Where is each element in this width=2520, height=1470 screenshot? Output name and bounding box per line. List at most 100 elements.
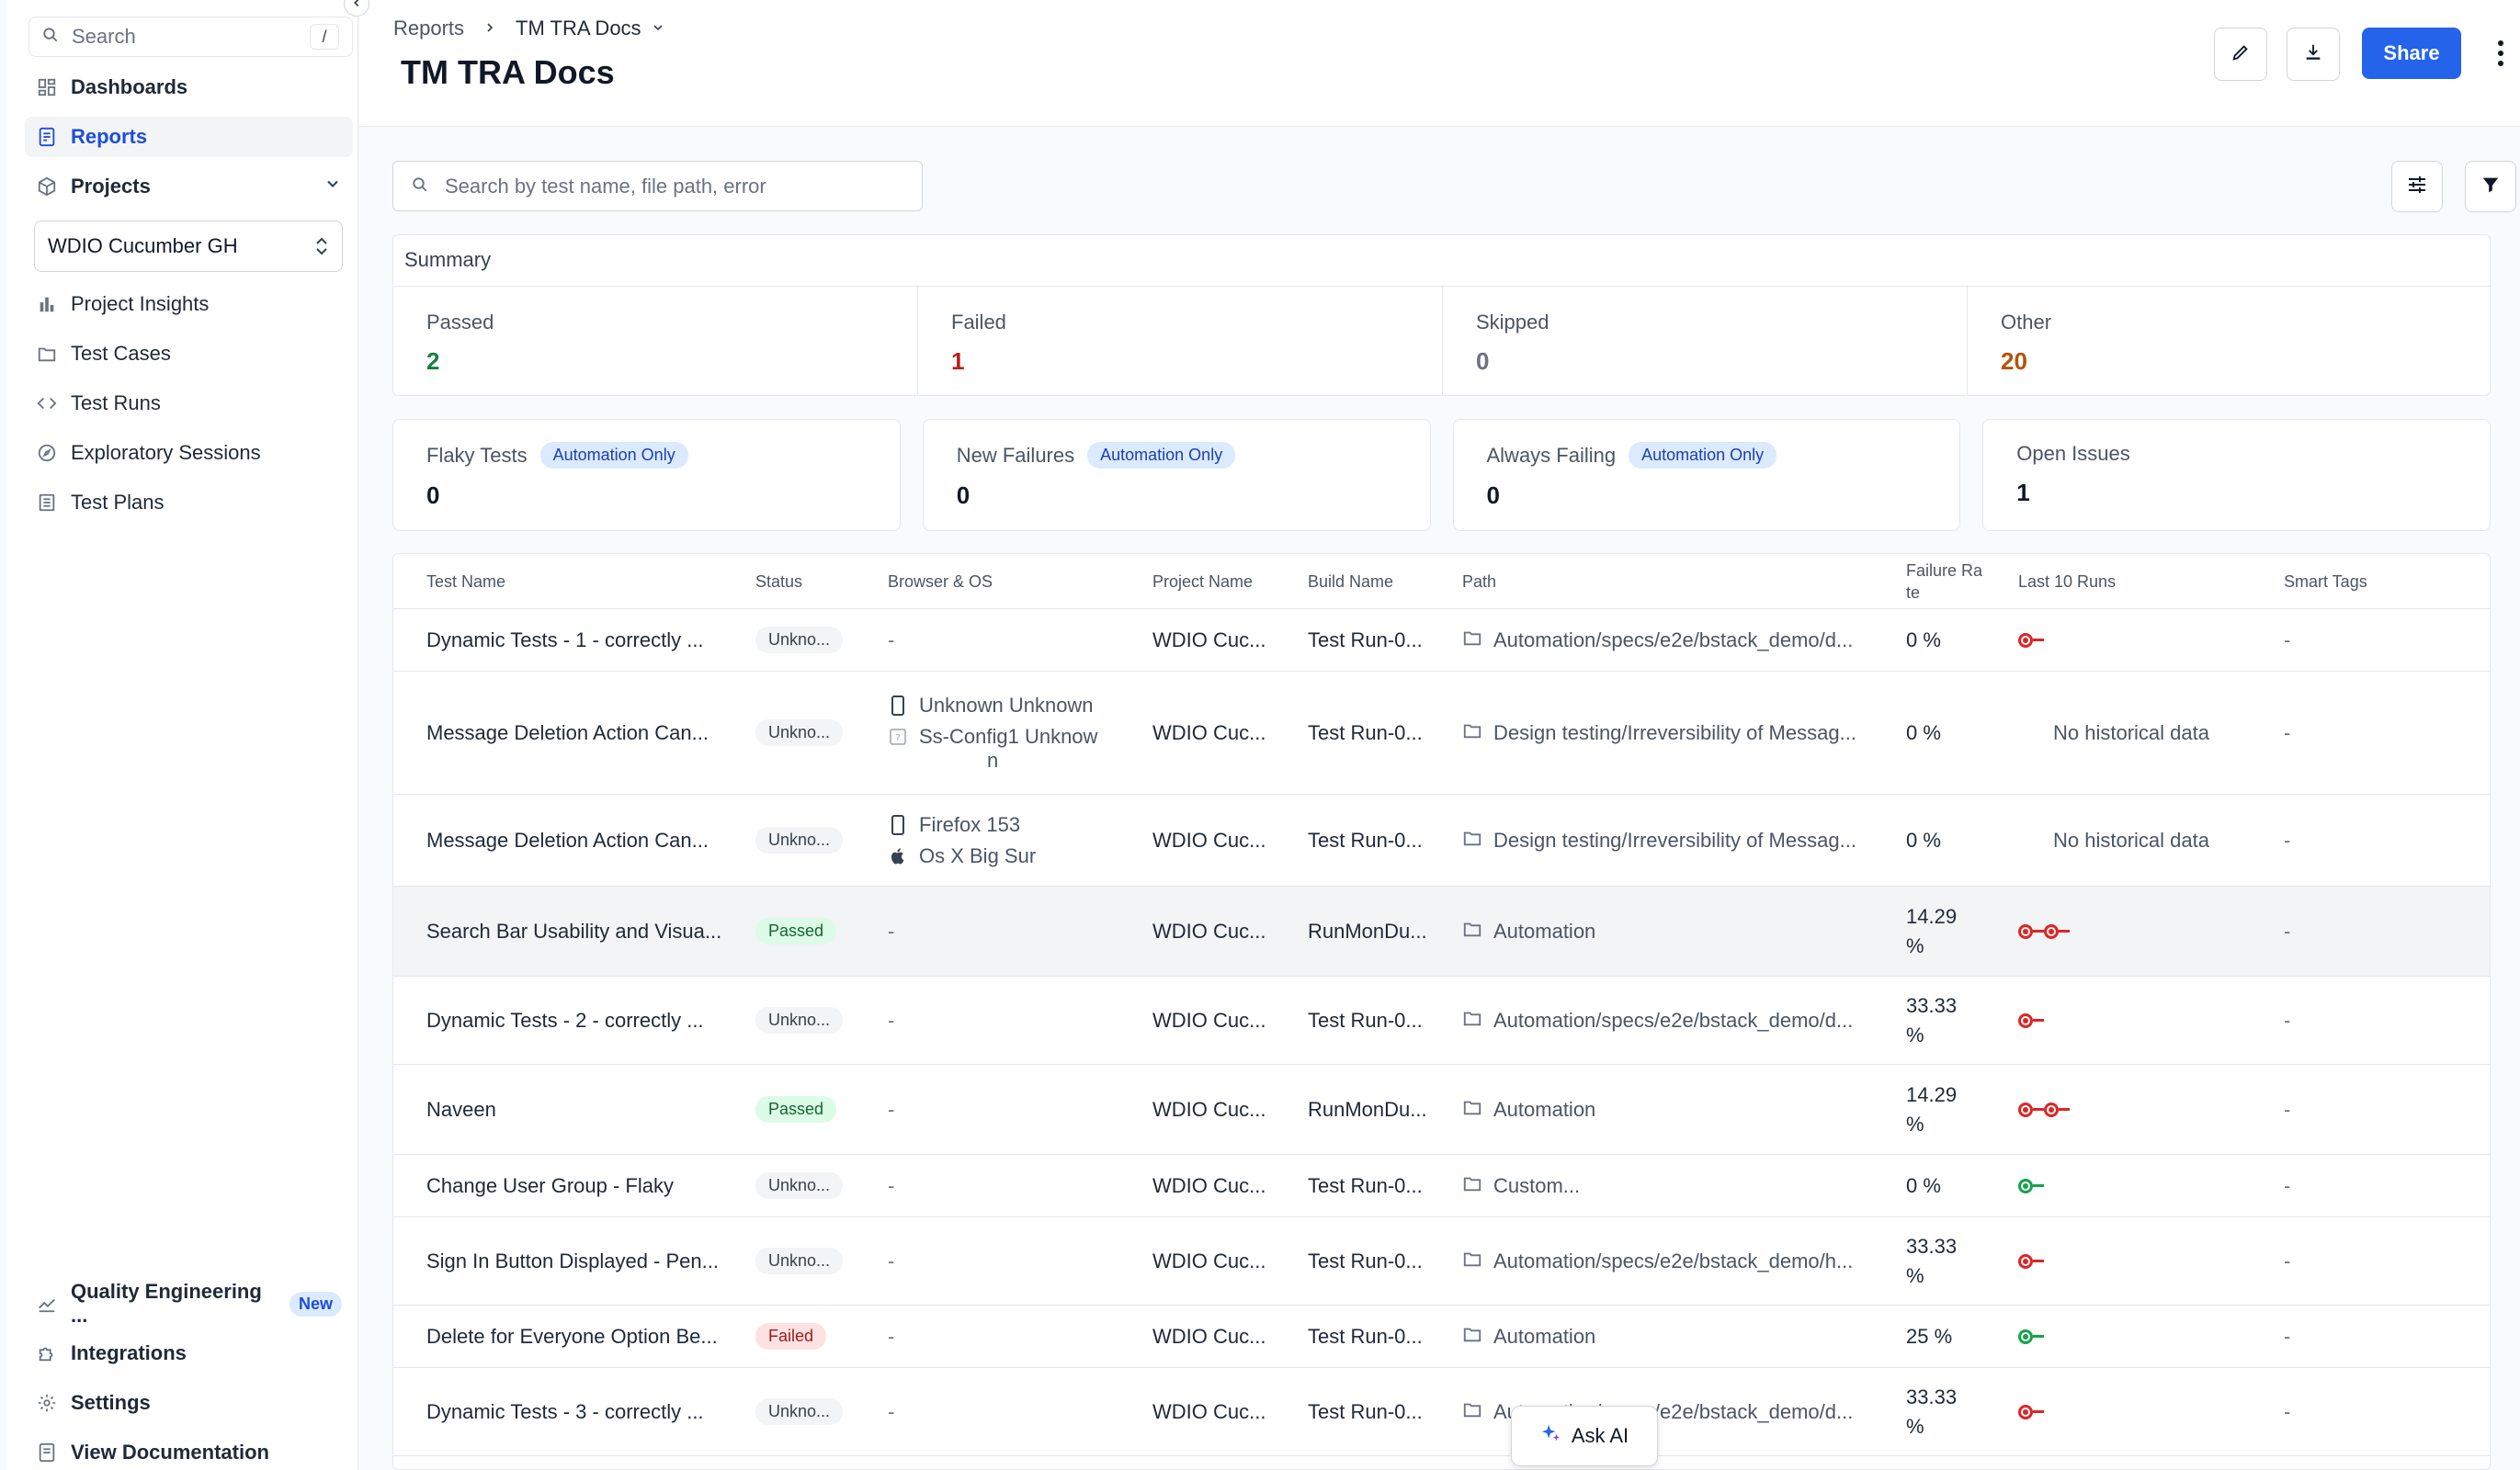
cell-test-name[interactable]: Dynamic Tests - 2 - correctly ... [426,977,739,1064]
edit-button[interactable] [2214,28,2267,81]
env-browser-text: Firefox 153 [919,812,1021,836]
sidebar-item-projects[interactable]: Projects [25,166,353,207]
sidebar-item-integrations[interactable]: Integrations [25,1333,353,1374]
metric-always-failing[interactable]: Always Failing Automation Only 0 [1452,419,1961,531]
clipboard-list-icon [36,492,58,514]
cell-build-name[interactable]: Test Run-0... [1308,672,1455,794]
summary-failed[interactable]: Failed 1 [918,287,1443,396]
run-dot-passed[interactable] [2018,1329,2033,1344]
column-header-smart-tags[interactable]: Smart Tags [2284,572,2367,591]
sidebar-item-settings[interactable]: Settings [25,1383,353,1423]
column-header-failure-rate[interactable]: Failure Ra te [1906,554,1982,609]
metric-flaky-tests[interactable]: Flaky Tests Automation Only 0 [392,419,901,531]
sidebar-item-label: View Documentation [71,1441,269,1464]
cell-test-name[interactable]: Dynamic Tests - 3 - correctly ... [426,1368,739,1455]
sidebar-item-label: Project Insights [71,292,210,315]
sidebar-item-view-documentation[interactable]: View Documentation [25,1432,353,1470]
table-row[interactable]: Sign In Button Displayed - Pen... Unkno..… [393,1217,2490,1306]
cell-test-name[interactable]: Dynamic Tests - 1 - correctly ... [426,609,739,671]
summary-other[interactable]: Other 20 [1968,287,2492,396]
sidebar-item-test-cases[interactable]: Test Cases [25,334,353,374]
cell-status: Passed [755,1065,875,1154]
share-button[interactable]: Share [2362,28,2461,79]
column-settings-button[interactable] [2391,161,2443,212]
sidebar-item-reports[interactable]: Reports [25,117,353,157]
table-row[interactable]: Dynamic Tests - 2 - correctly ... Unkno..… [393,977,2490,1065]
run-dot-failed[interactable] [2018,1102,2033,1117]
apple-icon [888,846,908,866]
cell-build-name[interactable]: Test Run-0... [1308,795,1455,886]
metric-value: 0 [956,481,971,509]
cell-browser-os: - [888,1368,1145,1455]
run-dot-failed[interactable] [2018,632,2033,648]
cell-test-name[interactable]: Sign In Button Displayed - Pen... [426,1217,739,1305]
table-row[interactable]: Change User Group - Flaky Unkno... - WDIO C… [393,1155,2490,1217]
breadcrumb-current-dropdown[interactable]: TM TRA Docs [516,17,665,40]
metric-new-failures[interactable]: New Failures Automation Only 0 [922,419,1431,531]
run-dot-failed[interactable] [2018,1404,2033,1419]
metric-open-issues[interactable]: Open Issues 1 [1982,419,2491,531]
cell-test-name[interactable]: Naveen [426,1065,739,1154]
sidebar-item-project-insights[interactable]: Project Insights [25,284,353,324]
cell-build-name[interactable]: RunMonDu... [1308,1065,1455,1154]
column-header-test-name[interactable]: Test Name [426,572,506,591]
project-selector[interactable]: WDIO Cucumber GH [34,220,343,272]
build-name-text: RunMonDu... [1308,1097,1427,1121]
run-dot-failed[interactable] [2018,1012,2033,1028]
column-header-last-runs[interactable]: Last 10 Runs [2018,572,2117,591]
cell-test-name[interactable]: Search Bar Usability and Visua... [426,887,739,976]
run-dot-failed[interactable] [2018,1253,2033,1269]
cell-test-name[interactable]: Message Deletion Action Can... [426,795,739,886]
cell-build-name[interactable]: Test Run-0... [1308,1306,1455,1367]
sidebar-item-test-plans[interactable]: Test Plans [25,482,353,523]
cell-build-name[interactable]: Test Run-0... [1308,1368,1455,1455]
cell-smart-tags: - [2284,887,2394,976]
sidebar-search[interactable]: Search / [28,17,353,57]
cell-build-name[interactable]: Test Run-0... [1308,1155,1455,1216]
cell-build-name[interactable]: Test Run-0... [1308,609,1455,671]
table-row[interactable]: Message Deletion Action Can... Unkno... Un… [393,672,2490,795]
search-icon [42,25,59,49]
column-header-path[interactable]: Path [1462,572,1497,591]
cell-project-name: WDIO Cuc... [1152,609,1300,671]
summary-value: 20 [2001,347,2027,375]
summary-skipped[interactable]: Skipped 0 [1443,287,1968,396]
test-search-input[interactable]: Search by test name, file path, error [392,161,923,211]
column-header-build-name[interactable]: Build Name [1308,572,1394,591]
more-options-icon[interactable] [2488,33,2514,74]
run-dot-passed[interactable] [2018,1178,2033,1193]
column-header-failure-rate-line1: Failure Ra [1906,561,1983,580]
column-header-status[interactable]: Status [755,572,803,591]
sidebar-item-exploratory-sessions[interactable]: Exploratory Sessions [25,433,353,473]
cell-build-name[interactable]: RunMonDu... [1308,887,1455,976]
column-header-browser-os[interactable]: Browser & OS [888,572,993,591]
table-row[interactable]: Dynamic Tests - 3 - correctly ... Unkno..… [393,1368,2490,1456]
sidebar-item-quality-engineering[interactable]: Quality Engineering ... New [25,1280,353,1327]
env-line: Firefox 153 [888,812,1020,838]
sidebar-item-test-runs[interactable]: Test Runs [25,383,353,424]
test-search-placeholder: Search by test name, file path, error [445,174,766,198]
column-header-project-name[interactable]: Project Name [1152,572,1254,591]
filter-button[interactable] [2465,161,2516,212]
automation-only-badge: Automation Only [1629,442,1777,469]
download-button[interactable] [2287,28,2340,81]
table-row[interactable]: Message Deletion Action Can... Unkno... Fi… [393,795,2490,887]
cell-test-name[interactable]: Change User Group - Flaky [426,1155,739,1216]
run-dot-failed[interactable] [2044,923,2059,939]
table-row[interactable]: Search Bar Usability and Visua... Passed -… [393,887,2490,977]
breadcrumb-reports-link[interactable]: Reports [393,17,465,40]
table-row[interactable]: Delete for Everyone Option Be... Failed - W… [393,1306,2490,1368]
cell-test-name[interactable]: Delete for Everyone Option Be... [426,1306,739,1367]
ask-ai-button[interactable]: Ask AI [1511,1406,1658,1466]
sidebar-item-dashboards[interactable]: Dashboards [25,67,353,107]
cell-build-name[interactable]: Test Run-0... [1308,1217,1455,1305]
cell-build-name[interactable]: Test Run-0... [1308,977,1455,1064]
cell-test-name[interactable]: Message Deletion Action Can... [426,672,739,794]
table-row[interactable]: Dynamic Tests - 1 - correctly ... Unkno..… [393,609,2490,672]
run-dot-failed[interactable] [2018,923,2033,939]
summary-passed[interactable]: Passed 2 [393,287,918,396]
unknown-os-icon: ? [888,728,908,746]
run-dot-failed[interactable] [2044,1102,2059,1117]
table-row[interactable]: Naveen Passed - WDIO Cuc... RunMonDu... Autom… [393,1065,2490,1155]
